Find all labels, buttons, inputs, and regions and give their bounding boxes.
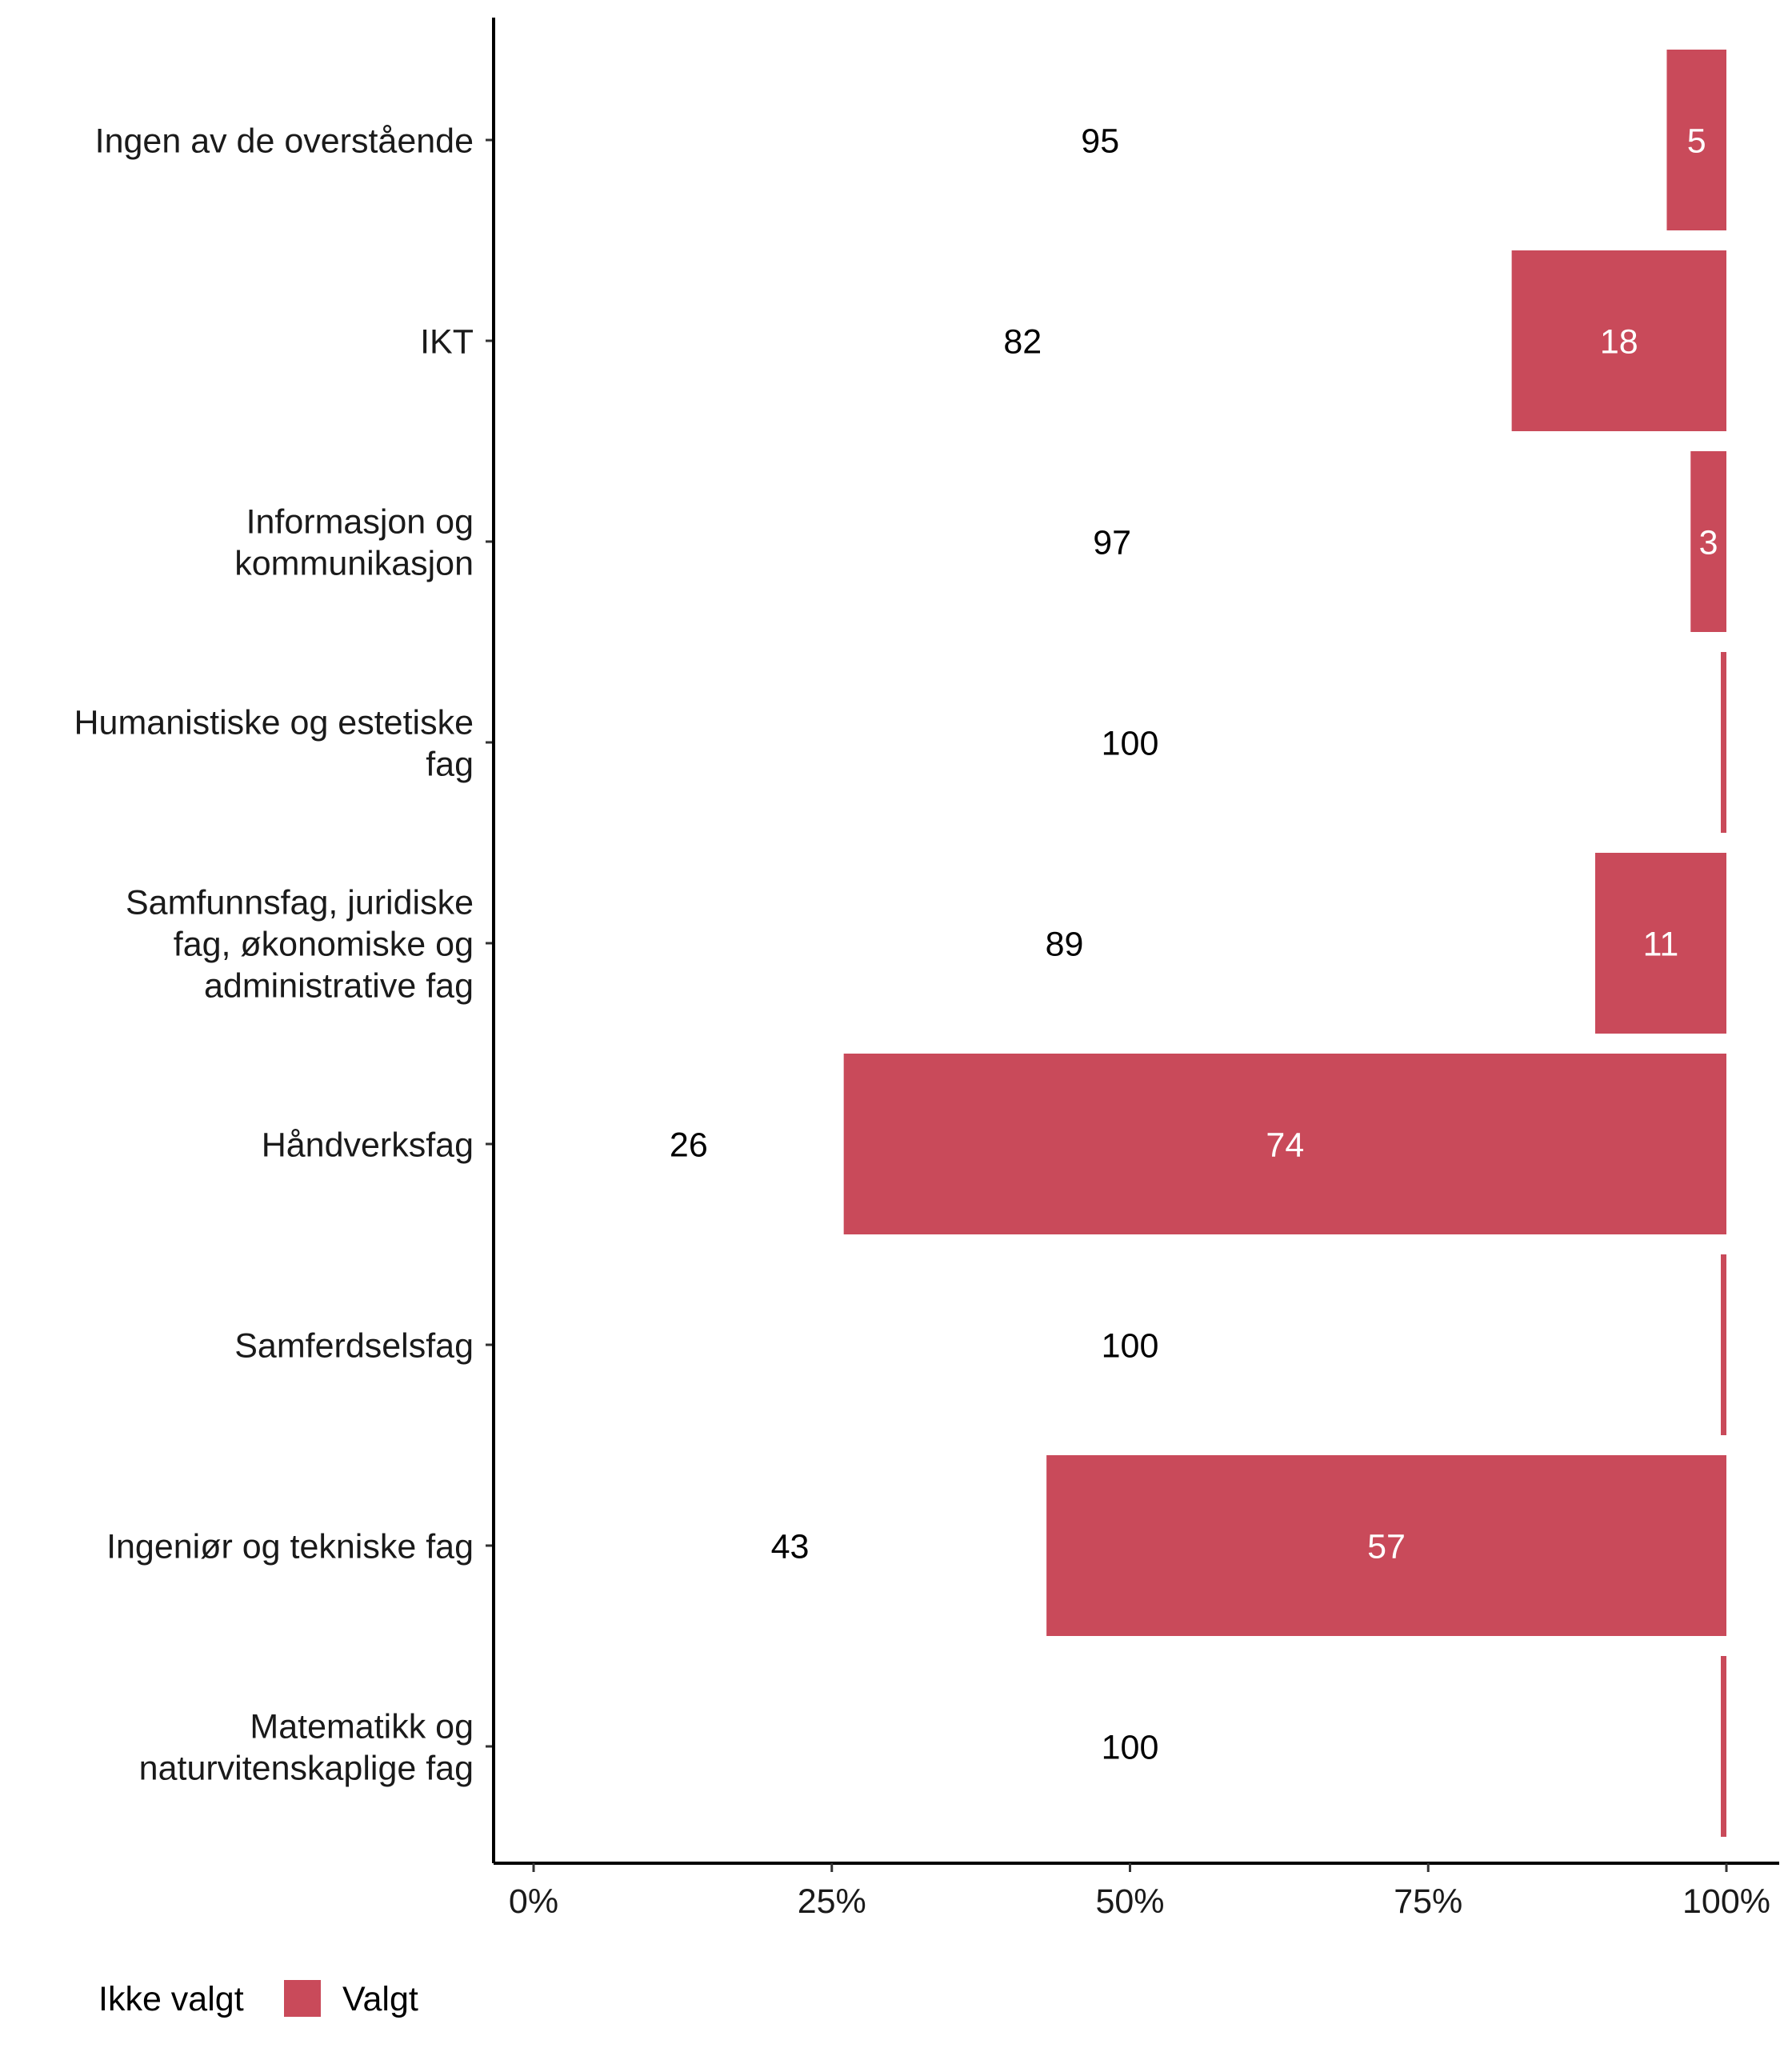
- bar-ikke-valgt: [534, 1455, 1047, 1636]
- bar-ikke-valgt: [534, 1656, 1726, 1837]
- bar-valgt: [1594, 853, 1726, 1034]
- y-tick-label: fag: [426, 745, 474, 783]
- bar-valgt: [1690, 451, 1726, 632]
- data-label: 82: [1003, 322, 1042, 361]
- y-tick-label: administrative fag: [204, 966, 474, 1005]
- data-label: 95: [1081, 122, 1119, 160]
- data-label: 100: [1102, 724, 1159, 762]
- bar-ikke-valgt: [534, 652, 1726, 833]
- x-tick-label: 100%: [1682, 1882, 1770, 1921]
- data-label: 26: [670, 1126, 708, 1164]
- y-tick-label: Ingen av de overstående: [95, 122, 474, 160]
- y-tick-label: Informasjon og: [246, 502, 474, 541]
- plot-edge: [1779, 0, 1792, 1863]
- data-label: 100: [1102, 1326, 1159, 1365]
- data-label: 18: [1600, 322, 1638, 361]
- bar-ikke-valgt: [534, 451, 1691, 632]
- data-label: 3: [1699, 523, 1718, 562]
- y-tick-label: kommunikasjon: [234, 544, 474, 582]
- x-tick-label: 0%: [509, 1882, 558, 1921]
- bar-valgt: [1511, 250, 1726, 431]
- y-tick-label: IKT: [420, 322, 474, 361]
- bar-ikke-valgt: [534, 1054, 844, 1234]
- y-tick-label: naturvitenskaplige fag: [139, 1749, 474, 1787]
- bar-valgt: [1721, 1254, 1726, 1435]
- y-tick-label: Samfunnsfag, juridiske: [126, 883, 474, 922]
- y-tick-label: Ingeniør og tekniske fag: [106, 1527, 474, 1566]
- y-tick-label: Humanistiske og estetiske: [74, 703, 474, 742]
- legend-label-ikke-valgt: Ikke valgt: [98, 1980, 244, 2018]
- y-tick-label: Matematikk og: [250, 1707, 474, 1746]
- data-label: 97: [1093, 523, 1131, 562]
- data-label: 43: [771, 1527, 810, 1566]
- bar-ikke-valgt: [534, 50, 1667, 230]
- data-label: 57: [1367, 1527, 1406, 1566]
- data-label: 89: [1046, 925, 1084, 963]
- bar-valgt: [1046, 1455, 1726, 1636]
- x-tick-label: 75%: [1394, 1882, 1462, 1921]
- legend-label-valgt: Valgt: [342, 1980, 418, 2018]
- bar-valgt: [1721, 1656, 1726, 1837]
- legend-swatch-valgt: [284, 1980, 321, 2017]
- bar-ikke-valgt: [534, 1254, 1726, 1435]
- bar-valgt: [1666, 50, 1726, 230]
- data-label: 74: [1266, 1126, 1304, 1164]
- data-label: 11: [1643, 925, 1679, 963]
- data-label: 100: [1102, 1728, 1159, 1766]
- data-label: 5: [1687, 122, 1706, 160]
- y-tick-label: fag, økonomiske og: [174, 925, 474, 963]
- bar-valgt: [1721, 652, 1726, 833]
- x-tick-label: 25%: [798, 1882, 866, 1921]
- x-tick-label: 50%: [1095, 1882, 1164, 1921]
- y-tick-label: Samferdselsfag: [234, 1326, 474, 1365]
- y-tick-label: Håndverksfag: [262, 1126, 474, 1164]
- bar-ikke-valgt: [534, 250, 1512, 431]
- bar-valgt: [843, 1054, 1726, 1234]
- bar-ikke-valgt: [534, 853, 1595, 1034]
